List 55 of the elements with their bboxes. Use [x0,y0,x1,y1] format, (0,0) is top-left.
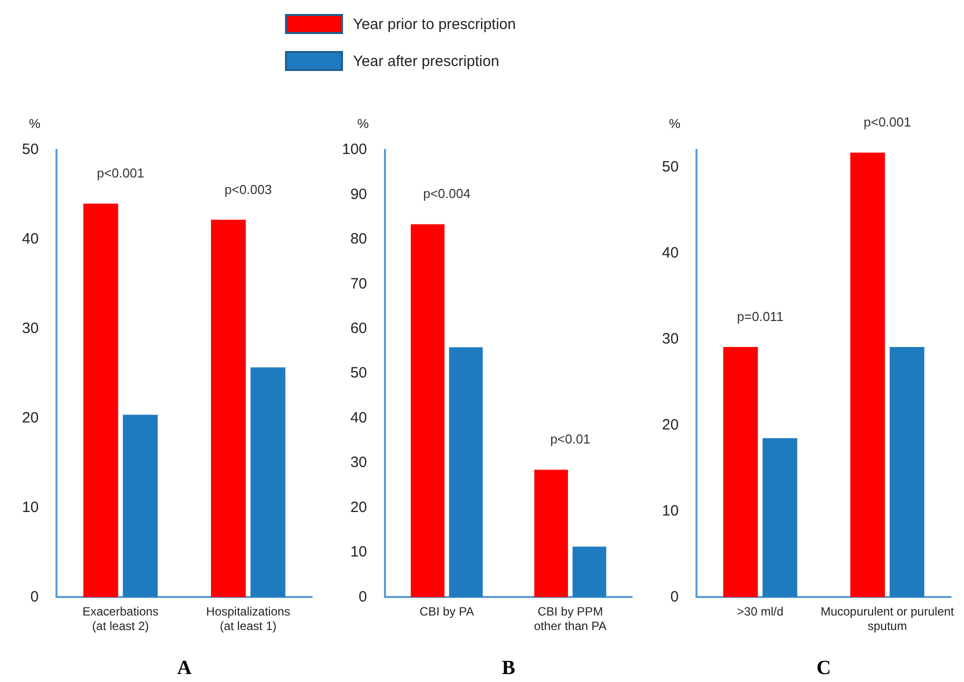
x-tick-label: CBI by PA [420,604,474,619]
text: A [177,657,192,679]
y-axis-title: % [357,116,370,131]
text: C [816,657,831,679]
y-tick-label: 80 [350,230,368,248]
y-axis-title: % [28,116,41,131]
y-tick-label: 0 [670,588,679,606]
y-tick-label: 40 [662,244,679,262]
x-tick-label: Exacerbations (at least 2) [82,604,159,634]
y-tick-label: 90 [350,186,368,203]
annotation: p<0.001 [96,166,144,181]
bar [410,224,444,598]
annotation: p=0.011 [737,308,784,324]
y-tick-label: 10 [662,502,679,520]
bar [250,367,286,598]
y-tick-label: 50 [662,158,679,176]
annotation: p<0.004 [423,186,470,202]
bar [723,346,758,598]
y-tick-label: 40 [22,230,39,248]
y-tick-label: 20 [350,498,368,516]
x-tick-label: >30 ml/d [737,604,784,619]
bar [83,204,118,598]
x-tick-label: Mucopurulent or purulent sputum [820,604,955,634]
bar [210,220,246,598]
bar [122,414,158,598]
bar [890,346,924,598]
y-tick-label: 100 [342,141,368,158]
y-tick-label: 70 [350,275,368,292]
y-tick-label: 0 [358,588,368,606]
y-axis-title: % [668,116,681,131]
y-tick-label: 30 [350,454,368,472]
x-tick-label: Hospitalizations (at least 1) [206,604,290,634]
text: B [502,657,516,679]
y-tick-label: 50 [350,364,368,382]
legend-label: Year prior to prescription [353,16,516,32]
y-tick-label: 30 [662,330,679,348]
y-tick-label: 10 [22,498,39,516]
y-tick-label: 30 [22,320,39,338]
bar [572,546,606,598]
annotation: p<0.003 [224,182,272,197]
y-tick-label: 50 [22,141,39,158]
bar [534,470,568,598]
annotation: p<0.01 [550,432,590,447]
x-tick-label: CBI by PPM other than PA [534,604,607,634]
legend-label: Year after prescription [353,52,500,70]
y-tick-label: 20 [662,416,679,434]
y-tick-label: 40 [350,409,368,426]
text: p<0.001 [864,114,911,130]
y-tick-label: 0 [30,588,39,606]
bar [762,438,798,598]
y-tick-label: 20 [22,409,39,426]
bar [850,152,885,598]
bar [449,347,483,598]
y-tick-label: 10 [350,544,368,561]
y-tick-label: 60 [350,320,368,338]
